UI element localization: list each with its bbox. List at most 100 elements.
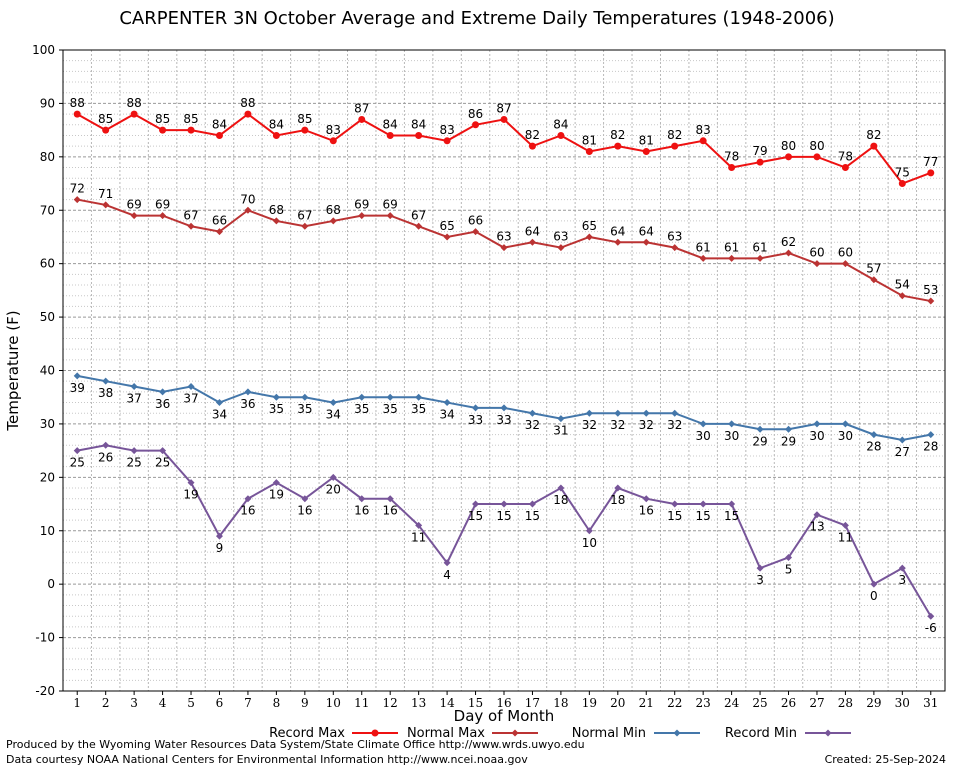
record-min-point (642, 495, 650, 503)
normal-max-data-label: 66 (468, 214, 483, 228)
y-tick-label: 60 (40, 257, 55, 271)
normal-min-point (614, 409, 622, 417)
x-tick-label: 22 (667, 696, 682, 710)
normal-min-data-label: 32 (667, 418, 682, 432)
normal-max-data-label: 67 (411, 208, 426, 222)
normal-max-point (415, 222, 423, 230)
normal-max-point (244, 206, 252, 214)
normal-max-point (614, 238, 622, 246)
normal-min-point (386, 393, 394, 401)
normal-min-data-label: 39 (70, 381, 85, 395)
record-min-point (785, 553, 793, 561)
normal-min-data-label: 35 (383, 402, 398, 416)
record-max-point (187, 126, 195, 134)
x-tick-label: 4 (159, 696, 167, 710)
x-tick-label: 23 (696, 696, 711, 710)
record-min-data-label: 10 (582, 536, 597, 550)
normal-min-point (415, 393, 423, 401)
footer-created-date: Created: 25-Sep-2024 (824, 753, 946, 766)
y-tick-label: 100 (32, 43, 55, 57)
normal-max-data-label: 65 (582, 219, 597, 233)
y-tick-label: -20 (35, 684, 55, 698)
normal-min-point (73, 372, 81, 380)
normal-min-point (927, 431, 935, 439)
normal-min-point (215, 399, 223, 407)
record-max-data-label: 84 (383, 117, 398, 131)
record-max-point (614, 142, 622, 150)
normal-max-point (215, 228, 223, 236)
record-max-data-label: 84 (212, 117, 227, 131)
normal-max-point (557, 244, 565, 252)
normal-max-data-label: 64 (639, 224, 654, 238)
record-max-point (358, 115, 366, 123)
normal-max-point (329, 217, 337, 225)
normal-max-data-label: 60 (809, 246, 824, 260)
normal-max-data-label: 64 (610, 224, 625, 238)
record-max-line (76, 112, 932, 185)
normal-min-series: 39 38 37 36 37 34 36 35 35 34 35 35 35 34 33 33 32 31 32 32… (70, 372, 938, 459)
normal-min-point (699, 420, 707, 428)
normal-max-data-label: 69 (354, 198, 369, 212)
normal-max-data-label: 67 (183, 208, 198, 222)
footer-credit-line-2: Data courtesy NOAA National Centers for … (6, 753, 528, 766)
y-tick-label: 30 (40, 417, 55, 431)
normal-max-data-label: 64 (525, 224, 540, 238)
record-min-data-label: 15 (724, 509, 739, 523)
record-min-point (415, 521, 423, 529)
record-max-point (130, 110, 138, 118)
record-max-point (557, 131, 565, 139)
normal-max-point (528, 238, 536, 246)
record-min-point (187, 479, 195, 487)
record-min-data-label: 25 (70, 456, 85, 470)
x-tick-label: 17 (525, 696, 540, 710)
normal-min-data-label: 30 (696, 429, 711, 443)
record-min-point (699, 500, 707, 508)
normal-max-point (472, 228, 480, 236)
record-max-point (841, 164, 849, 172)
x-tick-label: 13 (411, 696, 426, 710)
normal-max-data-label: 69 (126, 198, 141, 212)
x-tick-label: 27 (809, 696, 824, 710)
record-min-data-label: 18 (610, 493, 625, 507)
x-tick-label: 9 (301, 696, 309, 710)
normal-max-point (443, 233, 451, 241)
record-min-point (557, 484, 565, 492)
record-min-data-label: 3 (756, 573, 764, 587)
normal-max-data-label: 60 (838, 246, 853, 260)
normal-min-point (528, 409, 536, 417)
normal-min-data-label: 30 (724, 429, 739, 443)
x-tick-label: 20 (610, 696, 625, 710)
record-max-data-label: 79 (752, 144, 767, 158)
normal-min-point (443, 399, 451, 407)
x-tick-label: 28 (838, 696, 853, 710)
record-max-point (244, 110, 252, 118)
normal-max-series: 72 71 69 69 67 66 70 68 67 68 69 69 67 65 66 63 64 63 65 64… (70, 182, 938, 305)
normal-max-data-label: 53 (923, 283, 938, 297)
record-min-data-label: 15 (525, 509, 540, 523)
normal-max-data-label: 63 (553, 230, 568, 244)
normal-min-point (557, 415, 565, 423)
legend-marker-record-min (824, 729, 832, 737)
record-max-data-label: 86 (468, 107, 483, 121)
record-max-data-label: 84 (553, 117, 568, 131)
normal-min-point (785, 425, 793, 433)
record-min-point (472, 500, 480, 508)
record-min-point (73, 447, 81, 455)
record-min-data-label: 13 (809, 520, 824, 534)
y-tick-label: 50 (40, 310, 55, 324)
record-max-series: 88 85 88 85 85 84 88 84 85 83 87 84 84 83 86 87 82 84 81 82… (70, 96, 938, 188)
x-tick-label: 8 (273, 696, 281, 710)
record-min-point (386, 495, 394, 503)
normal-min-data-label: 37 (183, 392, 198, 406)
normal-max-point (699, 254, 707, 262)
record-min-series: 25 26 25 25 19 9 16 19 16 20 16 16 11 4 15 15 15 18 10 18 16… (70, 441, 937, 635)
x-tick-label: 12 (383, 696, 398, 710)
record-max-data-label: 82 (866, 128, 881, 142)
record-max-data-label: 82 (610, 128, 625, 142)
record-max-point (898, 180, 906, 188)
x-tick-label: 15 (468, 696, 483, 710)
y-tick-label: 10 (40, 524, 55, 538)
record-max-point (785, 153, 793, 161)
record-min-data-label: 26 (98, 450, 113, 464)
